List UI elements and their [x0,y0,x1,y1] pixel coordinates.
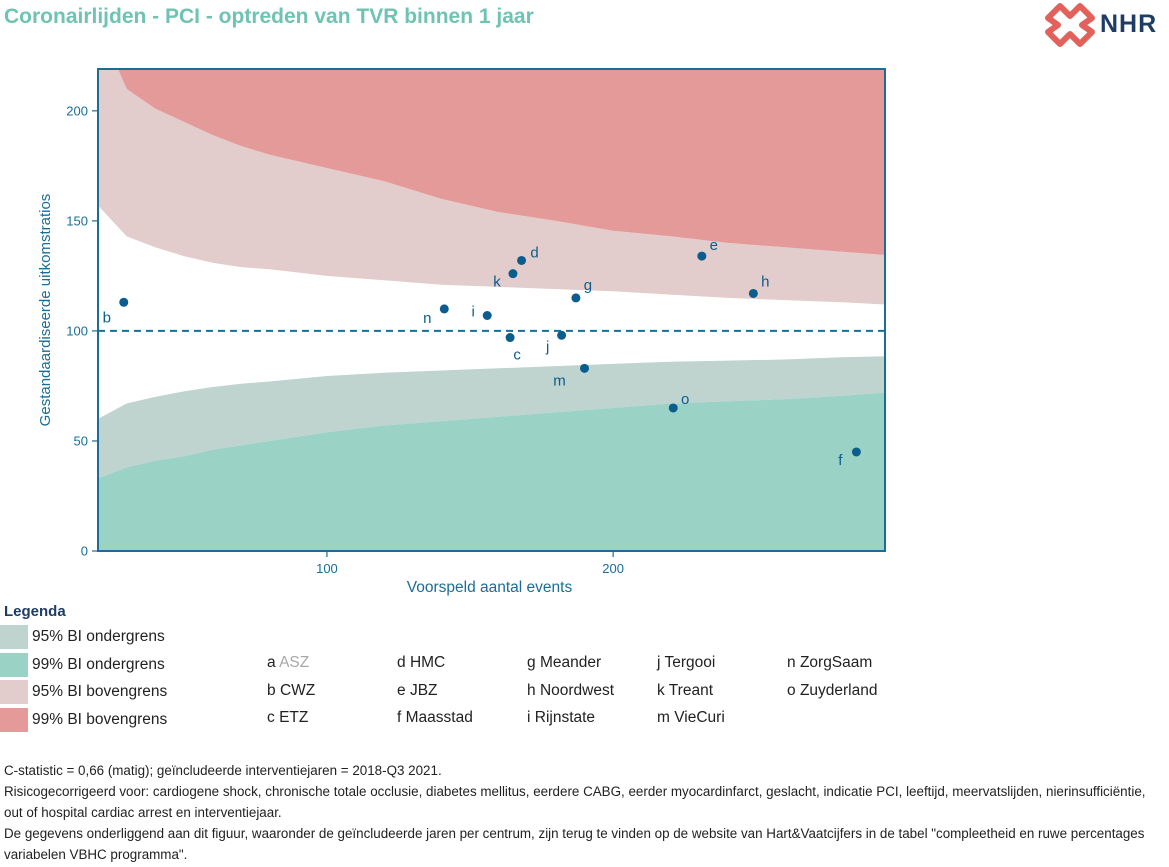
x-tick-label: 100 [316,561,338,576]
data-point-g [571,293,581,303]
data-point-m [580,363,590,373]
page-title: Coronairlijden - PCI - optreden van TVR … [4,5,534,28]
x-tick-label: 200 [602,561,624,576]
footnote-cstatistic: C-statistic = 0,66 (matig); geïncludeerd… [4,763,442,778]
y-tick-label: 50 [74,433,88,448]
band-99-upper [118,69,885,255]
data-label-h: h [761,273,769,290]
legend-band-item: 95% BI bovengrens [0,680,167,704]
footnote-data-source: De gegevens onderliggend aan dit figuur,… [4,826,1145,862]
x-axis-title: Voorspeld aantal events [407,579,573,596]
legend-center-j: j Tergooi [657,654,716,671]
data-point-k [508,269,518,279]
nhr-logo: NHR [1042,2,1167,48]
data-label-j: j [545,338,549,355]
logo-text: NHR [1100,10,1158,38]
data-point-b [119,297,129,307]
legend-center-h: h Noordwest [527,681,615,699]
legend-center-i: i Rijnstate [527,709,596,726]
data-point-o [668,403,678,413]
nhr-cross-logo-icon [1045,3,1095,47]
data-point-n [439,304,449,314]
data-label-g: g [584,277,592,294]
legend-swatch [0,652,28,677]
legend-center-a: a ASZ [267,654,310,671]
data-label-o: o [681,391,689,408]
legend-center-c: c ETZ [267,709,309,726]
data-point-c [505,333,515,343]
legend-swatch [0,625,28,649]
data-label-e: e [710,237,718,254]
plot-area [98,69,885,551]
band-99-lower [98,392,885,551]
legend-band-item: 99% BI bovengrens [0,707,168,732]
legend-center-e: e JBZ [397,681,438,699]
legend-title: Legenda [4,603,66,620]
footnote-risk-adjustment: Risicogecorrigeerd voor: cardiogene shoc… [4,784,1146,820]
data-point-f [851,447,861,457]
y-axis-title: Gestandaardiseerde uitkomstratios [37,194,54,427]
data-point-e [697,251,707,261]
band-95-upper [98,69,885,305]
legend-swatch [0,707,28,732]
band-95-lower [98,356,885,479]
data-label-k: k [493,274,501,291]
legend-band-label: 99% BI bovengrens [32,710,168,728]
plot-frame [97,68,886,552]
y-tick-label: 100 [66,323,88,338]
data-label-i: i [472,304,475,321]
data-label-c: c [513,347,521,364]
legend-center-f: f Maasstad [397,709,473,726]
funnel-plot: b n i k d c j g m e o h f 0 50 100 150 200 100 200 Voorspeld… [37,68,886,596]
legend-center-n: n ZorgSaam [787,654,873,671]
data-point-h [748,288,758,298]
legend-band-item: 99% BI ondergrens [0,652,165,677]
legend-band-label: 99% BI ondergrens [32,655,165,673]
legend-center-g: g Meander [527,654,602,671]
y-tick-label: 0 [81,544,88,559]
legend-center-b: b CWZ [267,681,316,699]
data-label-m: m [553,372,566,389]
data-label-f: f [838,452,843,469]
legend-center-k: k Treant [657,681,714,699]
legend-band-item: 95% BI ondergrens [0,625,165,649]
legend-center-m: m VieCuri [657,709,725,726]
data-label-d: d [530,244,538,261]
legend-center-o: o Zuyderland [787,681,878,699]
legend-band-label: 95% BI ondergrens [32,628,165,645]
legend-swatch [0,680,28,704]
data-label-n: n [423,310,431,327]
data-point-j [557,330,567,340]
legend-center-d: d HMC [397,654,446,671]
y-tick-label: 150 [66,213,88,228]
data-point-d [517,255,527,265]
data-label-b: b [103,309,111,326]
footnotes: C-statistic = 0,66 (matig); geïncludeerd… [4,760,1166,865]
data-point-i [482,311,492,321]
y-tick-label: 200 [66,103,88,118]
legend-band-label: 95% BI bovengrens [32,683,168,700]
